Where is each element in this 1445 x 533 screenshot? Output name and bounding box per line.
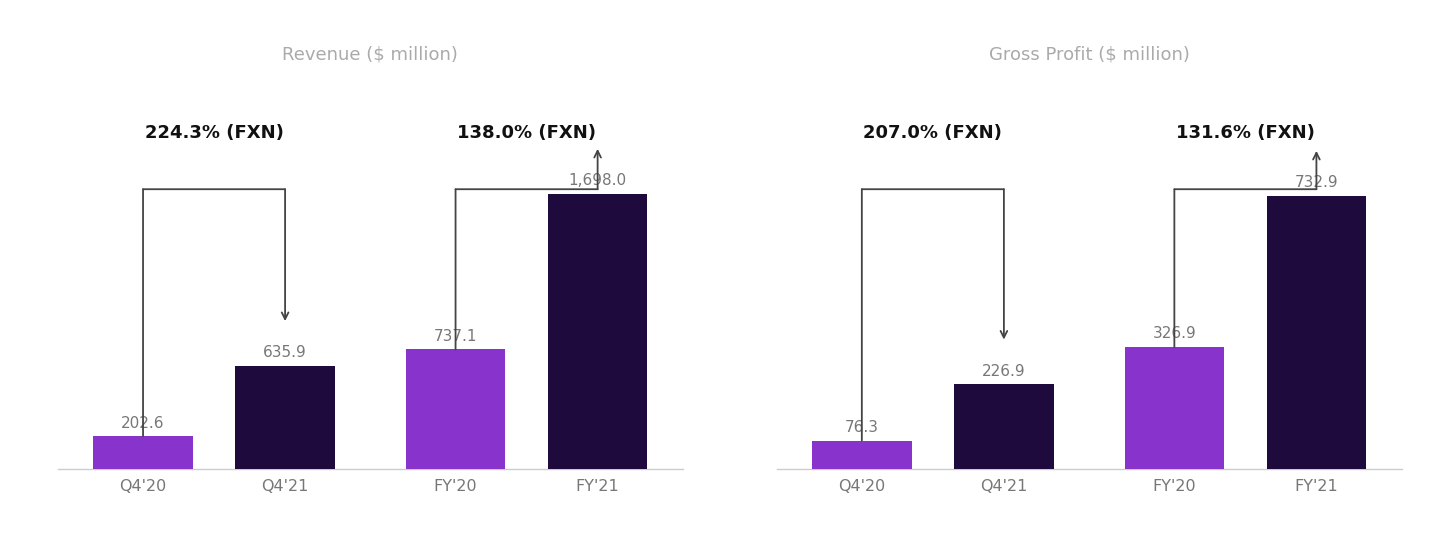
Text: 737.1: 737.1 <box>434 329 477 344</box>
Bar <box>94 436 192 469</box>
Bar <box>1267 196 1366 469</box>
Text: 131.6% (FXN): 131.6% (FXN) <box>1176 124 1315 142</box>
Text: 202.6: 202.6 <box>121 416 165 431</box>
Bar <box>548 193 647 469</box>
Text: Gross Profit ($ million): Gross Profit ($ million) <box>988 46 1189 64</box>
Bar <box>1124 347 1224 469</box>
Text: 224.3% (FXN): 224.3% (FXN) <box>144 124 283 142</box>
Text: 1,698.0: 1,698.0 <box>568 173 627 188</box>
Text: 226.9: 226.9 <box>983 364 1026 379</box>
Text: 326.9: 326.9 <box>1153 327 1196 342</box>
Bar <box>406 350 506 469</box>
Text: 635.9: 635.9 <box>263 345 306 360</box>
Text: 138.0% (FXN): 138.0% (FXN) <box>457 124 597 142</box>
Text: Revenue ($ million): Revenue ($ million) <box>282 46 458 64</box>
Text: 76.3: 76.3 <box>845 420 879 435</box>
Text: 732.9: 732.9 <box>1295 175 1338 190</box>
Bar <box>954 384 1053 469</box>
Text: 207.0% (FXN): 207.0% (FXN) <box>864 124 1003 142</box>
Bar <box>236 366 335 469</box>
Bar <box>812 441 912 469</box>
